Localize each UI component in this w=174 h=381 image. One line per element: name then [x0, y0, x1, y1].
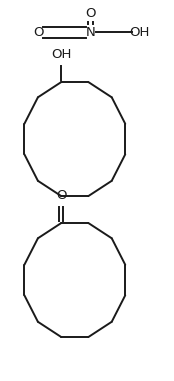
Text: O: O: [33, 26, 44, 39]
Text: N: N: [86, 26, 95, 39]
Text: OH: OH: [129, 26, 149, 39]
Text: OH: OH: [51, 48, 72, 61]
Text: O: O: [85, 7, 96, 20]
Text: O: O: [56, 189, 67, 202]
